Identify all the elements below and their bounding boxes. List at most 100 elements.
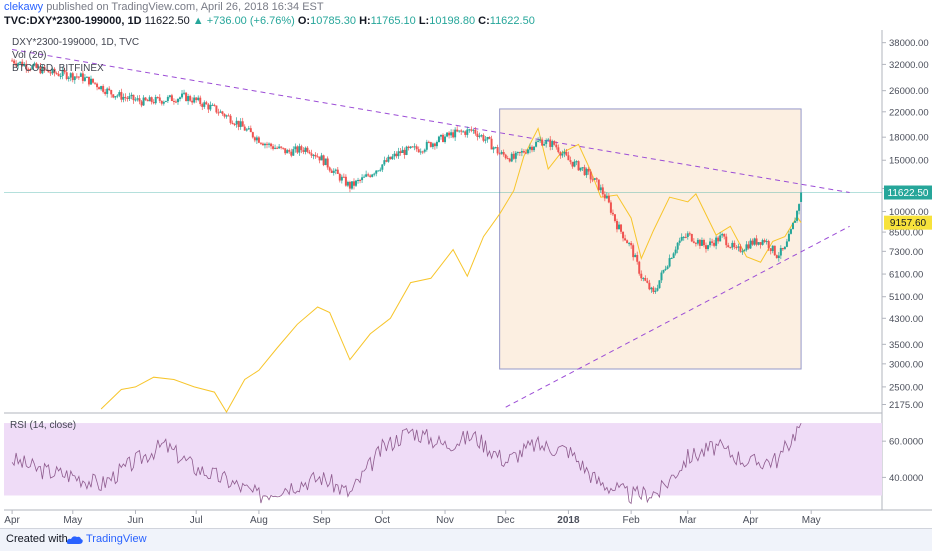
candle-body [773,245,776,256]
candle-body [694,242,697,244]
time-tick-label: Sep [313,515,331,526]
candle-body [611,212,614,215]
candle-body [55,73,58,75]
candle-body [322,155,325,166]
candle-body [25,63,28,70]
candle-body [112,94,115,98]
candle-body [152,101,155,104]
candle-body [555,144,558,148]
legend-volume[interactable]: Vol (20) [12,50,47,61]
candle-body [288,150,291,152]
price-tick-label: 15000.00 [889,156,929,167]
candle-body [535,141,538,147]
candle-body [229,115,232,123]
candle-body [771,245,774,252]
candle-body [494,147,497,149]
price-tick-label: 18000.00 [889,133,929,144]
candle-body [415,146,418,150]
candle-body [575,161,578,163]
candle-body [300,146,303,151]
candle-body [745,244,748,251]
footer-bar: Created with TradingView [0,528,932,551]
tradingview-brand[interactable]: TradingView [86,533,147,545]
candle-body [168,95,171,97]
candle-body [276,147,279,149]
candle-body [174,101,177,103]
candle-body [29,69,32,71]
chart-canvas[interactable]: 38000.00 32000.00 26000.00 22000.00 18000.00… [0,0,932,528]
candle-body [789,229,792,234]
price-tick-label: 5100.00 [889,292,923,303]
candle-body [106,88,109,94]
legend-main[interactable]: DXY*2300-199000, 1D, TVC [12,37,140,48]
candle-body [561,153,564,156]
candle-body [166,96,169,101]
candle-body [334,169,337,171]
rsi-tick-label: 40.0000 [889,473,923,484]
candle-body [713,242,716,246]
price-tick-label: 22000.00 [889,107,929,118]
candle-body [94,82,97,84]
candle-body [775,255,778,259]
candle-body [393,153,396,157]
candle-body [268,143,271,145]
candle-body [553,141,556,145]
candle-body [630,243,633,246]
candle-body [446,132,449,137]
candle-body [330,170,333,173]
author-link[interactable]: clekawy [4,1,44,13]
candle-body [140,101,143,106]
rsi-legend: RSI (14, close) [10,420,76,431]
candle-body [506,158,509,160]
candle-body [435,142,438,147]
candle-body [514,152,517,159]
trendline [505,225,850,408]
candle-body [403,149,406,155]
candle-body [355,180,358,186]
candle-body [385,160,388,162]
candle-body [759,242,762,245]
candle-body [587,168,590,172]
published-text: published on TradingView.com, April 26, … [46,1,324,13]
candle-body [512,153,515,159]
candle-body [189,96,192,101]
candle-body [595,178,598,180]
candle-body [516,151,519,153]
candle-body [411,146,414,148]
candle-body [741,251,744,253]
candle-body [205,102,208,105]
candle-body [104,91,107,94]
candle-body [642,278,645,280]
candle-body [164,100,167,102]
candle-body [787,233,790,242]
candle-body [405,146,408,155]
candle-body [601,187,604,195]
candle-body [233,124,236,126]
candle-body [563,151,566,154]
legend-overlay[interactable]: BTCUSD, BITFINEX [12,63,104,74]
candle-body [660,272,663,281]
candle-body [332,170,335,173]
candle-body [21,61,24,67]
candle-body [122,96,125,100]
candle-body [565,151,568,156]
candle-body [338,173,341,181]
rsi-tick-label: 60.0000 [889,437,923,448]
candle-body [417,149,420,153]
candle-body [537,140,540,142]
candle-body [460,130,463,132]
candle-body [13,60,16,64]
candle-body [239,121,242,127]
candle-body [727,245,730,248]
candle-body [480,135,483,137]
candle-body [39,66,42,74]
candle-body [739,246,742,252]
candle-body [377,170,380,172]
candle-body [85,76,88,78]
candle-body [749,240,752,249]
candle-body [312,154,315,156]
candle-body [783,246,786,250]
candle-body [237,120,240,127]
candle-body [241,121,244,127]
candle-body [472,129,475,131]
